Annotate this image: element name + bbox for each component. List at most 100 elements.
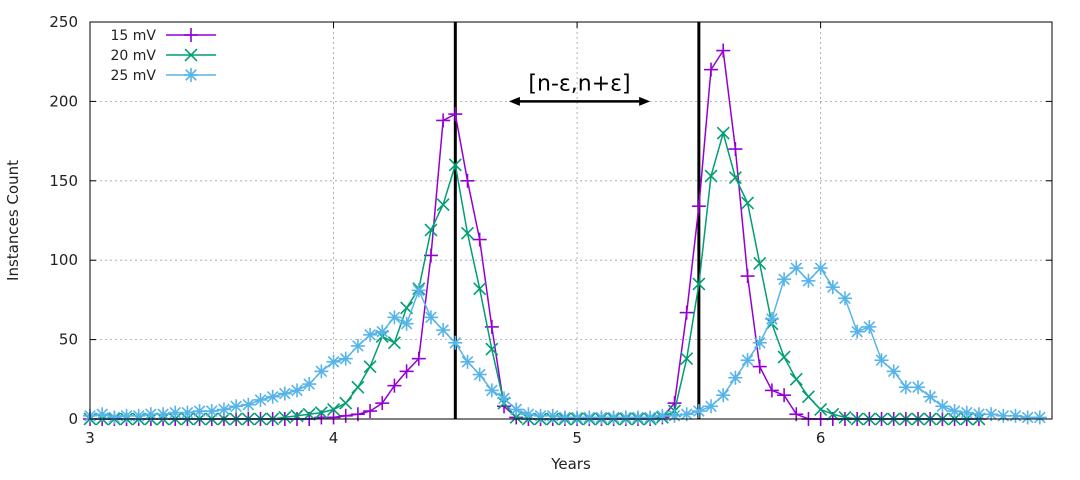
data-point <box>692 277 706 291</box>
data-point <box>643 410 658 425</box>
data-point <box>448 158 462 172</box>
y-tick-label: 200 <box>49 92 78 110</box>
x-tick-label: 4 <box>329 429 339 447</box>
data-point <box>728 370 743 385</box>
plot-border <box>89 21 1053 420</box>
data-point <box>184 48 198 62</box>
data-point <box>959 405 974 420</box>
grid <box>90 22 1052 419</box>
data-point <box>594 410 609 425</box>
data-point <box>655 408 670 423</box>
data-point <box>789 261 804 276</box>
data-point <box>302 377 317 392</box>
data-point <box>752 335 767 350</box>
data-point <box>460 226 475 240</box>
data-point <box>411 283 426 298</box>
data-point <box>411 351 426 366</box>
data-point <box>229 399 244 414</box>
data-point <box>837 291 852 306</box>
data-point <box>825 280 840 295</box>
legend-label: 25 mV <box>111 68 157 84</box>
data-point <box>1032 410 1047 425</box>
annotation-arrowhead-right <box>639 96 651 106</box>
data-point <box>545 408 560 423</box>
data-point <box>996 408 1011 423</box>
data-point <box>533 408 548 423</box>
data-point <box>119 408 134 423</box>
data-point <box>764 311 779 326</box>
data-point <box>813 261 828 276</box>
data-point <box>399 316 414 331</box>
data-point <box>886 364 901 379</box>
y-tick-label: 0 <box>68 410 78 428</box>
data-point <box>874 353 889 368</box>
data-point <box>363 360 377 374</box>
data-point <box>764 383 779 398</box>
data-point <box>862 319 877 334</box>
data-point <box>107 410 122 425</box>
x-tick-label: 3 <box>85 429 95 447</box>
data-point <box>350 338 365 353</box>
data-point <box>801 273 816 288</box>
data-point <box>326 354 341 369</box>
data-point <box>436 113 451 128</box>
data-point <box>192 404 207 419</box>
data-point <box>253 392 268 407</box>
data-point <box>448 107 463 122</box>
data-point <box>935 399 950 414</box>
data-point <box>740 353 755 368</box>
data-point <box>679 305 694 320</box>
series-line <box>90 48 979 420</box>
data-point <box>131 408 146 423</box>
data-point <box>777 350 791 364</box>
y-tick-label: 50 <box>59 331 78 349</box>
data-point <box>387 336 401 350</box>
y-axis-label: Instances Count <box>4 160 22 281</box>
legend: 15 mV 20 mV 25 mV <box>111 28 216 84</box>
data-point <box>472 232 487 247</box>
data-point <box>582 410 597 425</box>
data-point <box>691 199 706 214</box>
data-point <box>838 410 852 424</box>
data-point <box>728 142 743 157</box>
x-tick-label: 6 <box>816 429 826 447</box>
y-tick-label: 100 <box>49 251 78 269</box>
data-point <box>448 335 463 350</box>
data-point <box>290 409 304 423</box>
legend-item: 25 mV <box>111 68 216 84</box>
data-point <box>557 410 572 425</box>
data-point <box>497 391 512 406</box>
data-point <box>850 324 865 339</box>
legend-item: 20 mV <box>111 48 216 64</box>
data-point <box>740 269 755 284</box>
data-point <box>1008 408 1023 423</box>
data-point <box>789 372 803 386</box>
data-point <box>716 126 730 140</box>
data-point <box>375 396 390 411</box>
data-point <box>716 43 731 58</box>
data-point <box>460 173 475 188</box>
data-point <box>814 402 828 416</box>
series-line <box>89 266 1040 419</box>
data-point <box>570 410 585 425</box>
annotation-text: [n-ε,n+ε] <box>528 71 630 96</box>
data-point <box>168 405 183 420</box>
x-tick-label: 5 <box>572 429 582 447</box>
data-point <box>314 406 328 420</box>
data-point <box>265 389 280 404</box>
annotation-arrowhead-left <box>508 96 520 106</box>
data-point <box>436 323 451 338</box>
series-3 <box>83 261 1047 425</box>
data-point <box>241 397 256 412</box>
data-point <box>618 410 633 425</box>
y-tick-label: 250 <box>49 13 78 31</box>
data-point <box>339 396 353 410</box>
data-point <box>327 402 341 416</box>
data-point <box>704 399 719 414</box>
x-axis-label: Years <box>550 455 591 473</box>
legend-label: 15 mV <box>111 28 157 44</box>
data-point <box>338 351 353 366</box>
data-point <box>302 407 316 421</box>
data-point <box>484 383 499 398</box>
